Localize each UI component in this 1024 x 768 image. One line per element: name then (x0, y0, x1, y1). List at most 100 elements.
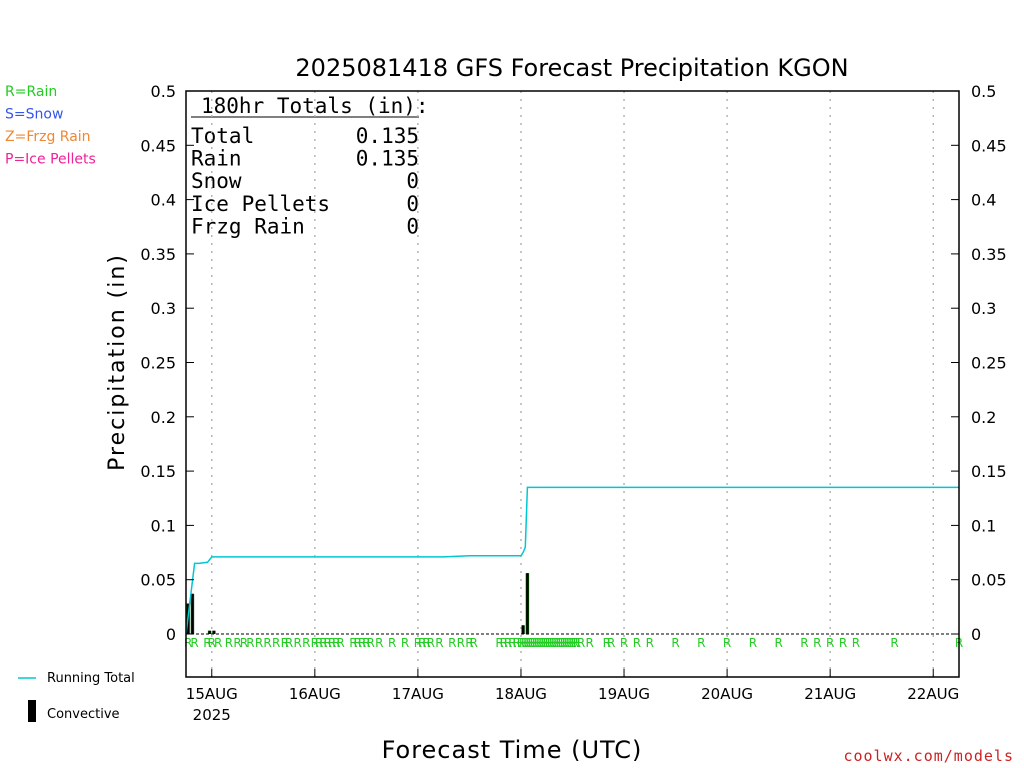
type-legend-item: P=Ice Pellets (5, 152, 96, 168)
y-tick-label: 0.05 (140, 571, 176, 590)
ptype-mark: R (532, 636, 540, 650)
y-tick-label: 0.5 (151, 82, 176, 101)
ptype-mark: R (839, 636, 847, 650)
ptype-mark: R (500, 636, 508, 650)
ptype-mark: R (448, 636, 456, 650)
x-axis-label: Forecast Time (UTC) (382, 736, 643, 764)
ptype-mark: R (263, 636, 271, 650)
ptype-mark: R (558, 636, 566, 650)
y-tick-label-right: 0 (971, 625, 981, 644)
ptype-mark: R (538, 636, 546, 650)
type-legend-item: R=Rain (5, 84, 57, 100)
x-tick-label: 19AUG (598, 685, 650, 703)
ptype-mark: R (272, 636, 280, 650)
x-tick-label: 22AUG (907, 685, 959, 703)
totals-header: 180hr Totals (in): (201, 94, 429, 118)
ptype-mark: R (324, 636, 332, 650)
y-tick-label: 0.3 (151, 299, 176, 318)
ptype-mark: R (534, 636, 542, 650)
ptype-mark: R (547, 636, 555, 650)
ptype-mark: R (302, 636, 310, 650)
y-tick-label-right: 0.2 (971, 408, 996, 427)
ptype-mark: R (362, 636, 370, 650)
ptype-mark: R (504, 636, 512, 650)
series-legend-label: Convective (47, 707, 120, 722)
y-tick-label: 0.45 (140, 136, 176, 155)
x-tick-label: 20AUG (701, 685, 753, 703)
ptype-mark: R (774, 636, 782, 650)
plot-frame (185, 90, 960, 678)
ptype-mark: R (513, 636, 521, 650)
ptype-mark: R (401, 636, 409, 650)
y-tick-label-right: 0.15 (971, 462, 1007, 481)
ptype-mark: R (570, 636, 578, 650)
x-tick-label: 17AUG (392, 685, 444, 703)
y-tick-label: 0.15 (140, 462, 176, 481)
ptype-mark: R (495, 636, 503, 650)
ptype-mark: R (568, 636, 576, 650)
ptype-mark: R (517, 636, 525, 650)
ptype-mark: R (553, 636, 561, 650)
ptype-mark: R (422, 636, 430, 650)
y-tick-label-right: 0.05 (971, 571, 1007, 590)
ptype-mark: R (315, 636, 323, 650)
ptype-mark: R (366, 636, 374, 650)
ptype-mark: R (525, 636, 533, 650)
ptype-mark: R (240, 636, 248, 650)
ptype-mark: R (577, 636, 585, 650)
ptype-mark: R (508, 636, 516, 650)
ptype-mark: R (564, 636, 572, 650)
totals-box: 180hr Totals (in): Total 0.135 Rain 0.135 Sn… (191, 94, 429, 238)
x-tick-label: 21AUG (804, 685, 856, 703)
y-tick-label-right: 0.3 (971, 299, 996, 318)
ptype-mark: R (555, 636, 563, 650)
ptype-mark: R (549, 636, 557, 650)
y-tick-label-right: 0.25 (971, 354, 1007, 373)
ptype-mark: R (543, 636, 551, 650)
ptype-mark: R (246, 636, 254, 650)
credit-text: coolwx.com/models (843, 747, 1014, 765)
ptype-mark: R (528, 636, 536, 650)
ptype-mark: R (723, 636, 731, 650)
ptype-mark: R (225, 636, 233, 650)
y-axis-label: Precipitation (in) (105, 253, 130, 471)
ptype-mark: R (354, 636, 362, 650)
y-axis-right: 0 0.05 0.1 0.15 0.2 0.25 0.3 0.35 0.4 0.45 0.5 (951, 82, 1007, 644)
ptype-mark: R (418, 636, 426, 650)
ptype-mark: R (620, 636, 628, 650)
totals-row-value: 0.135 (356, 124, 419, 148)
ptype-mark: R (545, 636, 553, 650)
y-tick-label-right: 0.1 (971, 516, 996, 535)
ptype-mark: R (562, 636, 570, 650)
ptype-mark: R (255, 636, 263, 650)
ptype-mark: R (214, 636, 222, 650)
ptype-mark: R (566, 636, 574, 650)
y-tick-label-right: 0.5 (971, 82, 996, 101)
legend-bar-swatch (28, 700, 36, 722)
totals-row-value: 0 (406, 214, 419, 238)
totals-row-value: 0.135 (356, 147, 419, 171)
ptype-mark: R (586, 636, 594, 650)
x-tick-label: 15AUG (186, 685, 238, 703)
ptype-mark: R (435, 636, 443, 650)
ptype-mark: R (293, 636, 301, 650)
ptype-mark: R (521, 636, 529, 650)
ptype-mark: R (603, 636, 611, 650)
x-axis: 15AUG 2025 16AUG 17AUG 18AUG 19AUG 20AUG 21AUG 2… (186, 669, 959, 724)
ptype-mark: R (285, 636, 293, 650)
totals-row-label: Total (191, 124, 254, 148)
ptype-mark: R (203, 636, 211, 650)
ptype-mark: R (813, 636, 821, 650)
ptype-mark: R (375, 636, 383, 650)
grid-lines (211, 91, 934, 677)
ptype-mark: R (457, 636, 465, 650)
y-tick-label: 0.1 (151, 516, 176, 535)
y-tick-label-right: 0.45 (971, 136, 1007, 155)
x-tick-label: 18AUG (495, 685, 547, 703)
convective-bar (191, 593, 194, 634)
series-legend-label: Running Total (47, 671, 135, 686)
ptype-mark: R (470, 636, 478, 650)
ptype-mark: R (233, 636, 241, 650)
